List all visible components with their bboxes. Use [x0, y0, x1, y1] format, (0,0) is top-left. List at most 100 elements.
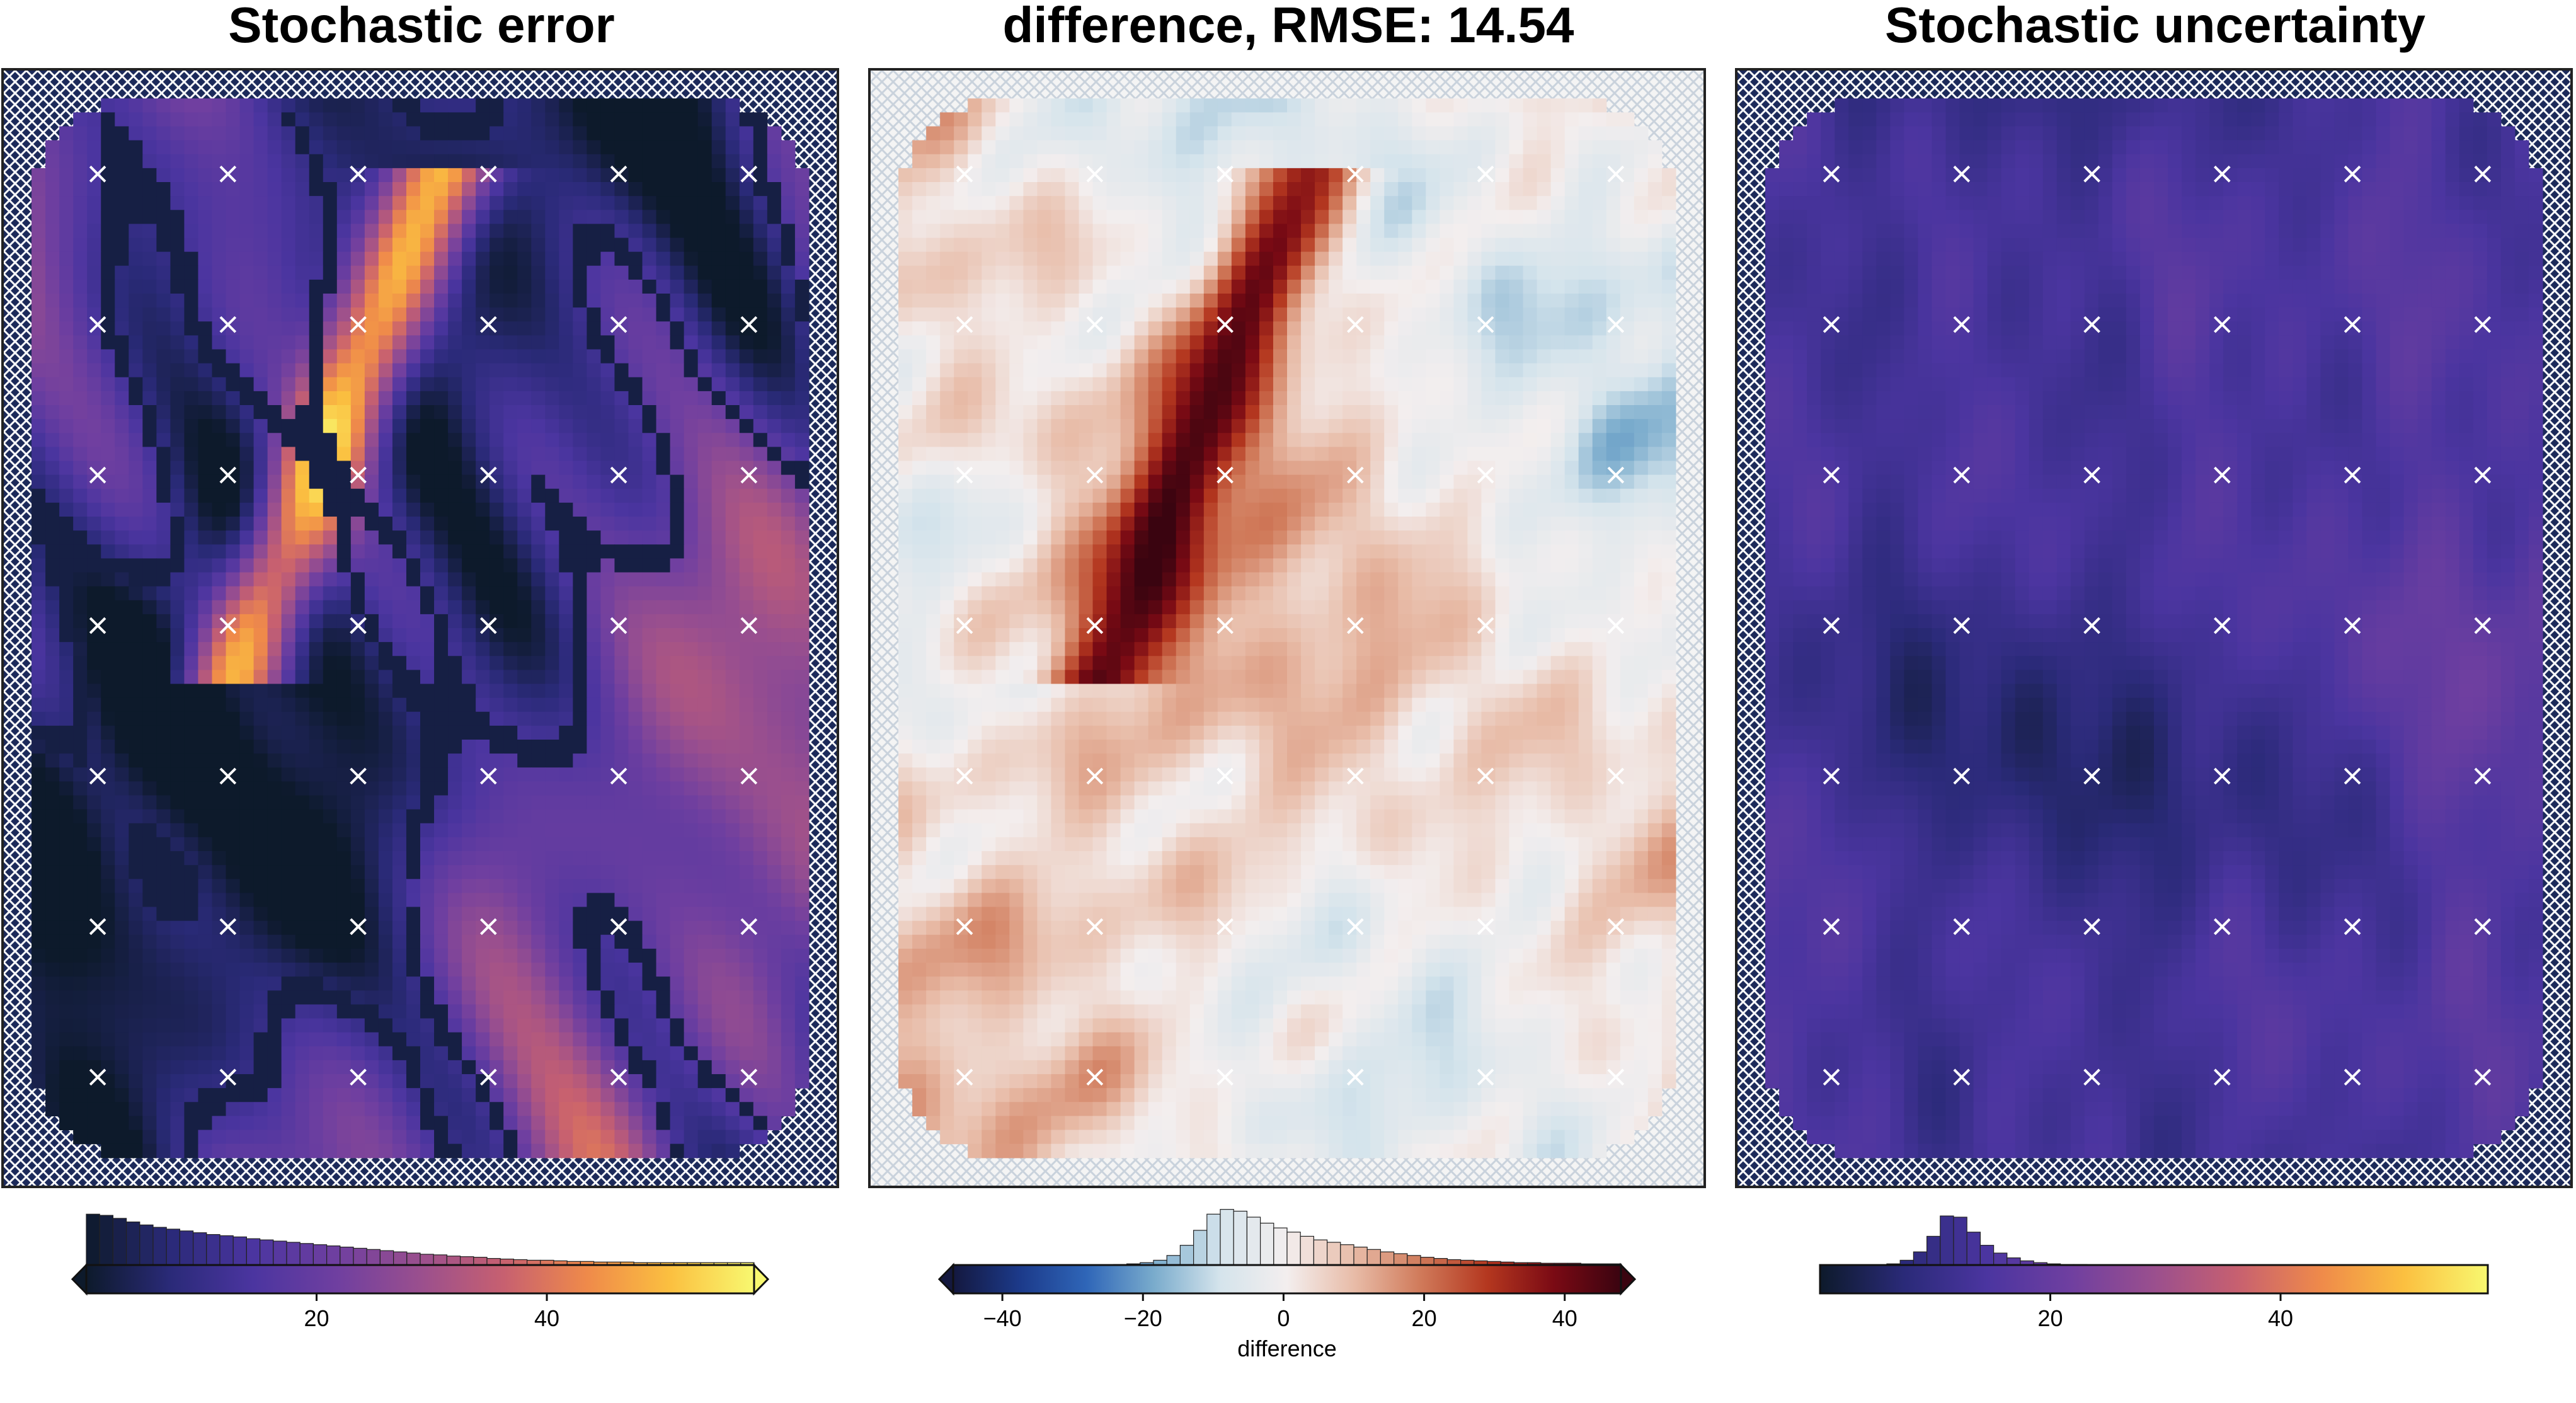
x-marker-icon — [219, 1068, 237, 1086]
x-marker-icon — [2474, 466, 2492, 484]
x-marker-icon — [89, 617, 106, 634]
histogram-bar — [420, 1254, 434, 1266]
x-marker-icon — [2214, 918, 2231, 936]
x-marker-icon — [1347, 466, 1364, 484]
x-marker-icon — [2344, 1068, 2361, 1086]
x-marker-icon — [1216, 918, 1234, 936]
histogram-bar — [459, 1256, 474, 1266]
x-marker-icon — [1607, 617, 1625, 634]
histogram-bar — [1366, 1249, 1382, 1266]
extend-min-icon — [71, 1263, 88, 1296]
map-stochastic-uncertainty — [1735, 68, 2573, 1188]
x-marker-icon — [1347, 767, 1364, 785]
x-marker-icon — [2083, 165, 2100, 183]
x-marker-icon — [219, 767, 237, 785]
x-marker-icon — [740, 1068, 758, 1086]
x-marker-icon — [480, 767, 497, 785]
colorbar-gradient — [85, 1264, 755, 1295]
x-marker-icon — [1607, 767, 1625, 785]
histogram-bar — [1259, 1222, 1274, 1266]
x-marker-icon — [740, 767, 758, 785]
x-marker-icon — [350, 918, 367, 936]
x-marker-icon — [610, 1068, 627, 1086]
colorbar-graphic-stochastic-uncertainty: 20 40 — [1819, 1215, 2489, 1331]
x-marker-icon — [1823, 165, 1840, 183]
histogram-bar — [1993, 1252, 2008, 1266]
colorbar-gradient — [952, 1264, 1622, 1295]
histogram-bar — [299, 1243, 314, 1266]
x-marker-icon — [219, 316, 237, 333]
histogram-bar — [219, 1235, 234, 1266]
x-marker-icon — [1216, 767, 1234, 785]
histogram-bar — [193, 1232, 207, 1266]
x-marker-icon — [1477, 316, 1494, 333]
colorbar-tick-label: 40 — [1552, 1305, 1577, 1331]
x-marker-icon — [2474, 165, 2492, 183]
colorbar-graphic-difference: −40 −20 0 20 40 difference — [937, 1209, 1637, 1361]
x-marker-icon — [350, 165, 367, 183]
histogram-bar — [1940, 1215, 1954, 1266]
x-marker-icon — [1086, 165, 1104, 183]
x-marker-icon — [1086, 316, 1104, 333]
x-marker-icon — [1953, 165, 1971, 183]
histogram-bar — [1300, 1235, 1315, 1266]
x-marker-icon — [2083, 617, 2100, 634]
x-marker-icon — [610, 918, 627, 936]
x-marker-icon — [1216, 617, 1234, 634]
x-marker-icon — [1086, 918, 1104, 936]
x-marker-icon — [2344, 466, 2361, 484]
x-marker-icon — [350, 767, 367, 785]
colorbar-ticks: 20 40 — [2037, 1293, 2293, 1331]
x-marker-icon — [610, 767, 627, 785]
x-marker-icon — [1823, 1068, 1840, 1086]
x-marker-icon — [2474, 316, 2492, 333]
x-marker-icon — [610, 617, 627, 634]
x-marker-icon — [2474, 767, 2492, 785]
histogram-bar — [353, 1247, 367, 1266]
x-marker-icon — [89, 1068, 106, 1086]
x-marker-icon — [1823, 466, 1840, 484]
x-marker-icon — [1607, 316, 1625, 333]
histogram-bar — [152, 1227, 167, 1266]
colorbar-label: difference — [1237, 1336, 1336, 1361]
x-marker-icon — [956, 918, 973, 936]
histogram-bar — [1273, 1227, 1288, 1266]
x-marker-icon — [610, 466, 627, 484]
x-marker-icon — [1823, 617, 1840, 634]
histogram-bar — [1353, 1246, 1368, 1266]
histogram-bar — [406, 1252, 421, 1266]
x-marker-icon — [1086, 1068, 1104, 1086]
histogram-bar — [2006, 1257, 2021, 1266]
histogram-bar — [232, 1236, 248, 1266]
colorbar-tick-label: 40 — [534, 1305, 559, 1331]
x-marker-icon — [1216, 1068, 1234, 1086]
histogram-bar — [126, 1221, 140, 1266]
x-marker-icon — [480, 165, 497, 183]
x-marker-icon — [2474, 918, 2492, 936]
x-marker-icon — [219, 165, 237, 183]
map-image-difference — [871, 71, 1703, 1186]
x-marker-icon — [2083, 316, 2100, 333]
x-marker-icon — [2474, 1068, 2492, 1086]
x-marker-icon — [2344, 767, 2361, 785]
map-cells — [1765, 98, 2543, 1159]
colorbar-ticks: 20 40 — [304, 1293, 559, 1331]
x-marker-icon — [1607, 918, 1625, 936]
histogram-bar — [1380, 1251, 1395, 1266]
histogram-bar — [1313, 1239, 1328, 1266]
x-marker-icon — [2214, 767, 2231, 785]
histogram-bar — [1407, 1255, 1421, 1266]
x-marker-icon — [1086, 466, 1104, 484]
x-marker-icon — [956, 466, 973, 484]
histogram-bar — [179, 1230, 194, 1266]
histogram-bar — [286, 1242, 301, 1266]
histogram-bar — [1393, 1253, 1408, 1266]
x-marker-icon — [1953, 918, 1971, 936]
histogram-bar — [392, 1251, 408, 1266]
x-marker-icon — [89, 918, 106, 936]
histogram-bar — [366, 1249, 381, 1266]
histogram-bar — [139, 1224, 154, 1266]
x-marker-icon — [740, 165, 758, 183]
colorbar-histogram — [86, 1213, 755, 1266]
colorbar-tick-label: 0 — [1277, 1305, 1290, 1331]
